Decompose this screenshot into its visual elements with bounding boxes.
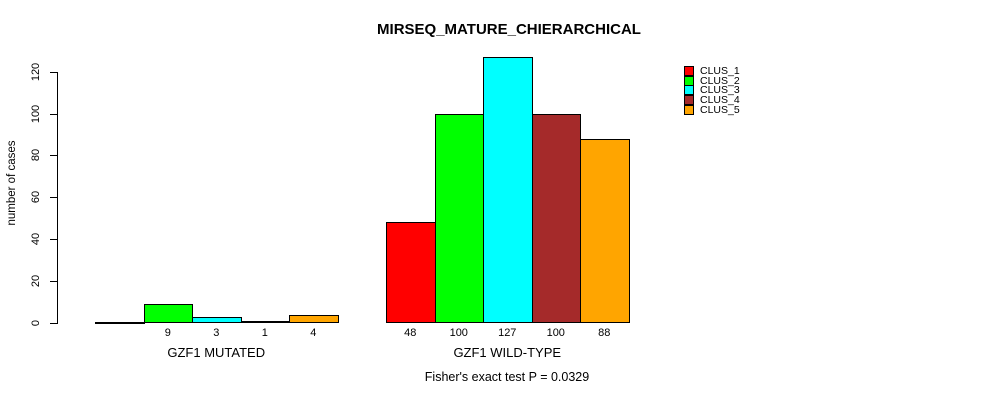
y-tick-label: 100 <box>30 104 42 123</box>
bar-clus_5-2 <box>580 139 630 323</box>
bar-clus_1-1 <box>95 322 145 324</box>
y-tick-label: 40 <box>30 233 42 246</box>
y-tick-label: 120 <box>30 62 42 81</box>
legend-swatch-icon <box>684 75 694 86</box>
fisher-test-annotation: Fisher's exact test P = 0.0329 <box>424 370 590 384</box>
bar-value-label: 100 <box>449 327 468 339</box>
bar-clus_3-1 <box>192 317 242 323</box>
bar-clus_1-2 <box>386 222 436 323</box>
y-tick-mark <box>50 281 57 283</box>
y-tick-label: 20 <box>30 274 42 288</box>
bar-clus_4-1 <box>240 321 290 323</box>
legend-label: CLUS_4 <box>700 93 740 106</box>
bar-value-label: 4 <box>310 327 317 339</box>
y-tick-mark <box>50 239 57 241</box>
legend-swatch-icon <box>684 65 694 76</box>
y-axis-line <box>57 71 58 324</box>
legend-item-clus_5: CLUS_5 <box>684 103 740 116</box>
bar-clus_3-2 <box>483 57 533 323</box>
x-group-label: GZF1 WILD-TYPE <box>453 345 562 360</box>
legend-label: CLUS_2 <box>700 74 740 87</box>
y-tick-mark <box>50 71 57 73</box>
y-tick-label: 80 <box>30 149 42 162</box>
bar-value-label: 127 <box>498 327 517 339</box>
legend-label: CLUS_1 <box>700 64 740 77</box>
bar-clus_5-1 <box>289 315 339 323</box>
bar-clus_2-2 <box>434 114 484 323</box>
legend-swatch-icon <box>684 85 694 96</box>
y-tick-label: 60 <box>30 191 42 204</box>
y-tick-mark <box>50 155 57 157</box>
bar-clus_4-2 <box>531 114 581 323</box>
legend-label: CLUS_5 <box>700 103 740 116</box>
y-tick-mark <box>50 197 57 199</box>
bar-value-label: 9 <box>164 327 171 339</box>
legend-item-clus_3: CLUS_3 <box>684 84 740 97</box>
bar-value-label: 88 <box>598 327 611 339</box>
legend-item-clus_2: CLUS_2 <box>684 74 740 87</box>
legend: CLUS_1 CLUS_2 CLUS_3 CLUS_4 CLUS_5 <box>684 64 740 116</box>
y-tick-mark <box>50 113 57 115</box>
y-axis-title: number of cases <box>6 140 18 226</box>
legend-item-clus_1: CLUS_1 <box>684 64 740 77</box>
y-tick-mark <box>50 323 57 324</box>
x-group-label: GZF1 MUTATED <box>167 345 266 360</box>
bar-clus_2-1 <box>143 304 193 323</box>
bar-value-label: 1 <box>261 327 268 339</box>
chart-title: MIRSEQ_MATURE_CHIERARCHICAL <box>377 21 641 38</box>
y-tick-label: 0 <box>30 319 42 327</box>
legend-label: CLUS_3 <box>700 84 740 97</box>
legend-swatch-icon <box>684 104 694 115</box>
bar-value-label: 3 <box>213 327 220 339</box>
legend-item-clus_4: CLUS_4 <box>684 93 740 106</box>
bar-value-label: 100 <box>546 327 565 339</box>
legend-swatch-icon <box>684 94 694 105</box>
bar-value-label: 48 <box>404 327 417 339</box>
